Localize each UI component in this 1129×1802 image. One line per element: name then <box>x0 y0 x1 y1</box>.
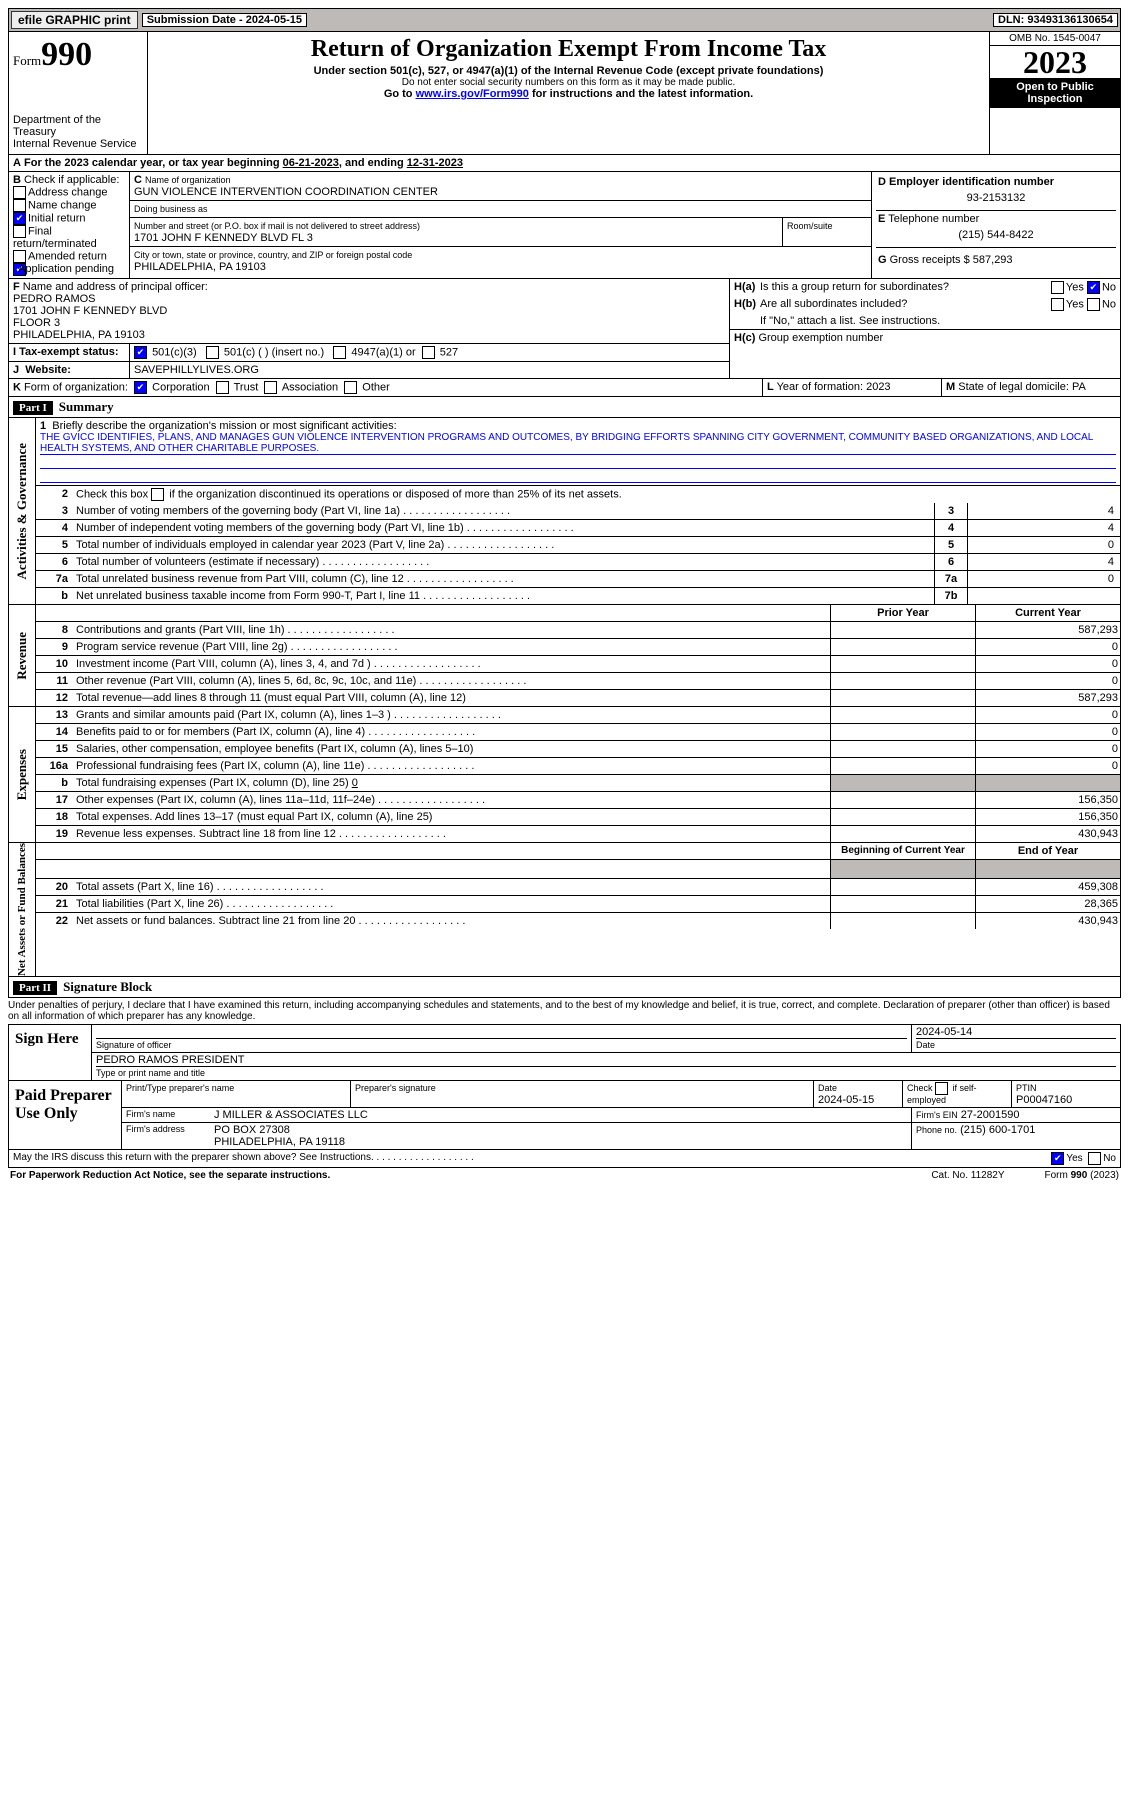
cat-no: Cat. No. 11282Y <box>931 1170 1004 1181</box>
form-header: Form990 Department of the Treasury Inter… <box>9 32 1120 154</box>
city: PHILADELPHIA, PA 19103 <box>134 261 266 273</box>
website: SAVEPHILLYLIVES.ORG <box>130 362 729 378</box>
irs-link[interactable]: www.irs.gov/Form990 <box>416 88 529 100</box>
dept-treasury: Department of the Treasury <box>13 114 143 138</box>
side-revenue: Revenue <box>14 632 30 680</box>
check-pending: ✔Application pending <box>13 263 125 276</box>
submission-date: Submission Date - 2024-05-15 <box>142 13 307 27</box>
check-initial: ✔Initial return <box>13 212 125 225</box>
ein: 93-2153132 <box>878 188 1114 208</box>
mission-text: THE GVICC IDENTIFIES, PLANS, AND MANAGES… <box>40 432 1116 455</box>
street: 1701 JOHN F KENNEDY BLVD FL 3 <box>134 232 313 244</box>
header-sub1: Under section 501(c), 527, or 4947(a)(1)… <box>150 65 987 77</box>
sign-here-block: Sign Here Signature of officer 2024-05-1… <box>8 1024 1121 1081</box>
paid-preparer-block: Paid Preparer Use Only Print/Type prepar… <box>8 1081 1121 1150</box>
gross-receipts: 587,293 <box>973 254 1013 266</box>
public-inspection: Open to Public Inspection <box>990 78 1120 108</box>
efile-print-button[interactable]: efile GRAPHIC print <box>11 11 138 29</box>
org-name: GUN VIOLENCE INTERVENTION COORDINATION C… <box>134 186 438 198</box>
header-sub2: Do not enter social security numbers on … <box>150 77 987 88</box>
check-applicable-label: Check if applicable: <box>24 174 119 186</box>
form-body: Form990 Department of the Treasury Inter… <box>8 32 1121 998</box>
check-address: Address change <box>13 186 125 199</box>
form-footer: Form 990 (2023) <box>1045 1170 1119 1181</box>
top-bar: efile GRAPHIC print Submission Date - 20… <box>8 8 1121 32</box>
check-final: Final return/terminated <box>13 225 125 250</box>
part2-bar: Part II <box>13 981 57 995</box>
dln: DLN: 93493136130654 <box>993 13 1118 27</box>
side-activities: Activities & Governance <box>14 443 30 579</box>
part1-bar: Part I <box>13 401 53 415</box>
form-title: Return of Organization Exempt From Incom… <box>150 36 987 63</box>
check-amended: Amended return <box>13 250 125 263</box>
tax-year: 2023 <box>990 46 1120 78</box>
officer-print-name: PEDRO RAMOS PRESIDENT <box>96 1054 1116 1067</box>
side-netassets: Net Assets or Fund Balances <box>16 843 28 976</box>
paperwork-notice: For Paperwork Reduction Act Notice, see … <box>10 1170 330 1181</box>
irs-label: Internal Revenue Service <box>13 138 143 150</box>
perjury-text: Under penalties of perjury, I declare th… <box>8 998 1121 1024</box>
check-name: Name change <box>13 199 125 212</box>
phone: (215) 544-8422 <box>878 225 1114 245</box>
form-number: Form990 <box>13 36 143 74</box>
side-expenses: Expenses <box>14 749 30 800</box>
officer-name: PEDRO RAMOS <box>13 293 96 305</box>
